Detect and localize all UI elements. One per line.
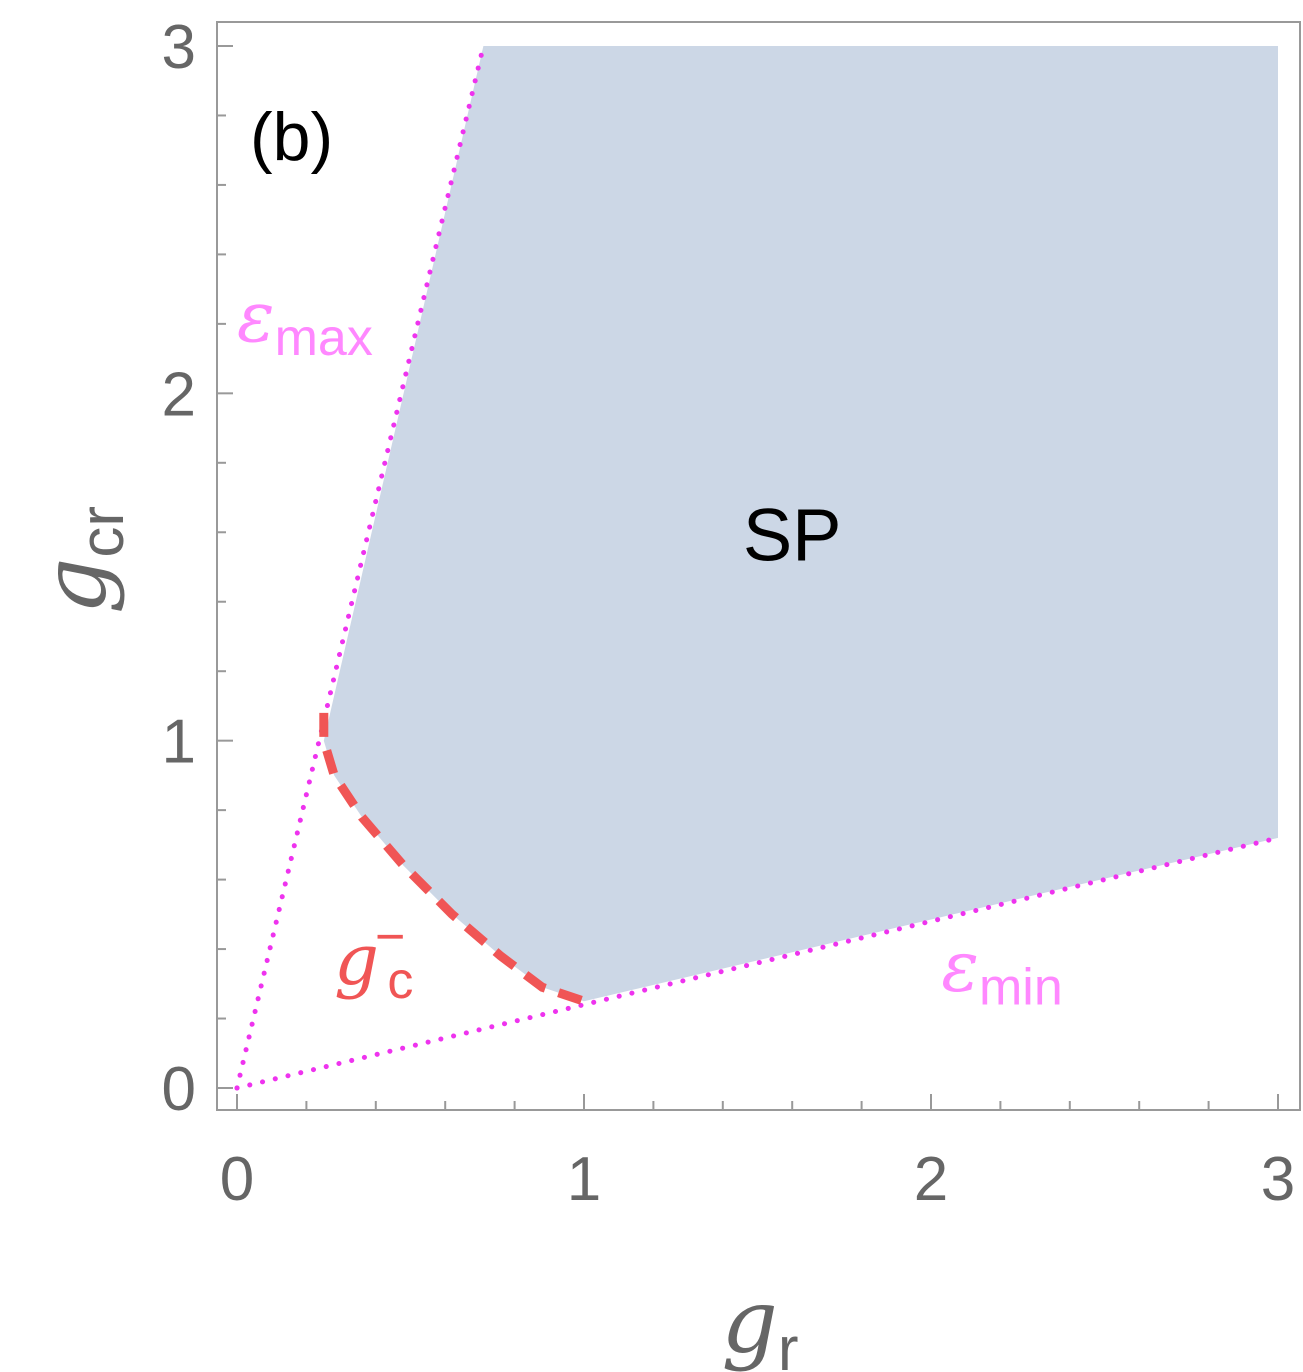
sp-region-label: SP: [743, 493, 842, 576]
sp-region: [323, 46, 1278, 1002]
x-tick-label: 3: [1261, 1145, 1295, 1214]
series-line-0: [234, 43, 486, 1091]
x-axis-subscript: r: [778, 1315, 799, 1372]
series-label-superscript: −: [375, 908, 405, 966]
x-tick-label: 1: [567, 1145, 601, 1214]
panel-label: (b): [250, 99, 333, 175]
series-label-0: εmax: [237, 276, 373, 367]
y-tick-label: 3: [162, 13, 196, 82]
y-axis-symbol: g: [23, 558, 126, 614]
series-label-symbol: g: [334, 919, 379, 1001]
series-label-symbol: ε: [941, 926, 979, 1008]
tick-layer: [217, 45, 1279, 1110]
series-line-1: [234, 835, 1281, 1091]
x-tick-label: 2: [914, 1145, 948, 1214]
x-axis-symbol: g: [722, 1270, 778, 1372]
plot-frame: [216, 21, 1301, 1111]
sp-region-layer: [323, 46, 1278, 1002]
x-axis-label: gr: [722, 1270, 799, 1372]
y-axis-subscript: cr: [68, 506, 137, 558]
series-label-subscript: min: [979, 959, 1063, 1017]
series-label-2: g− c: [334, 908, 413, 1010]
series-label-symbol: ε: [237, 276, 275, 358]
plot-frame-border: [216, 21, 1301, 1111]
series-label-1: εmin: [941, 926, 1062, 1017]
y-tick-label: 1: [162, 708, 196, 777]
series-label-subscript: c: [387, 952, 413, 1010]
series-label-subscript: max: [275, 309, 373, 367]
y-tick-label: 0: [162, 1055, 196, 1124]
y-tick-label: 2: [162, 360, 196, 429]
x-tick-label: 0: [220, 1145, 254, 1214]
series-line-2: [319, 712, 595, 1006]
series-layer: [234, 43, 1281, 1091]
y-axis-label: gcr: [23, 506, 137, 614]
